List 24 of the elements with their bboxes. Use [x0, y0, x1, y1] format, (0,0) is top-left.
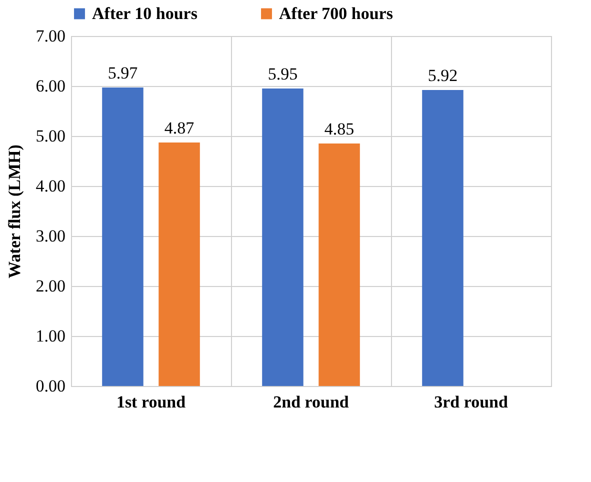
- data-label: 5.92: [428, 66, 458, 85]
- data-label: 4.87: [164, 118, 195, 138]
- y-tick-label: 7.00: [36, 26, 66, 46]
- legend-label: After 10 hours: [92, 4, 198, 23]
- x-tick-label: 1st round: [116, 392, 186, 412]
- y-tick-label: 6.00: [36, 76, 66, 96]
- x-tick-label: 3rd round: [434, 392, 508, 412]
- y-tick-label: 5.00: [36, 126, 66, 146]
- y-axis-title: Water flux (LMH): [4, 144, 24, 278]
- y-tick-label: 4.00: [36, 176, 66, 196]
- x-tick-label: 2nd round: [273, 392, 350, 412]
- data-label: 5.95: [268, 64, 298, 84]
- y-tick-label: 0.00: [36, 376, 66, 396]
- data-label: 4.85: [324, 120, 354, 138]
- bar: [158, 142, 200, 386]
- y-tick-label: 1.00: [36, 326, 66, 346]
- bar: [318, 144, 360, 386]
- y-tick-label: 3.00: [36, 226, 66, 246]
- bar: [262, 88, 304, 386]
- bar: [422, 90, 464, 386]
- bar: [102, 88, 144, 386]
- legend-label: After 700 hours: [279, 4, 394, 23]
- data-label: 5.97: [108, 64, 138, 82]
- y-tick-label: 2.00: [36, 276, 66, 296]
